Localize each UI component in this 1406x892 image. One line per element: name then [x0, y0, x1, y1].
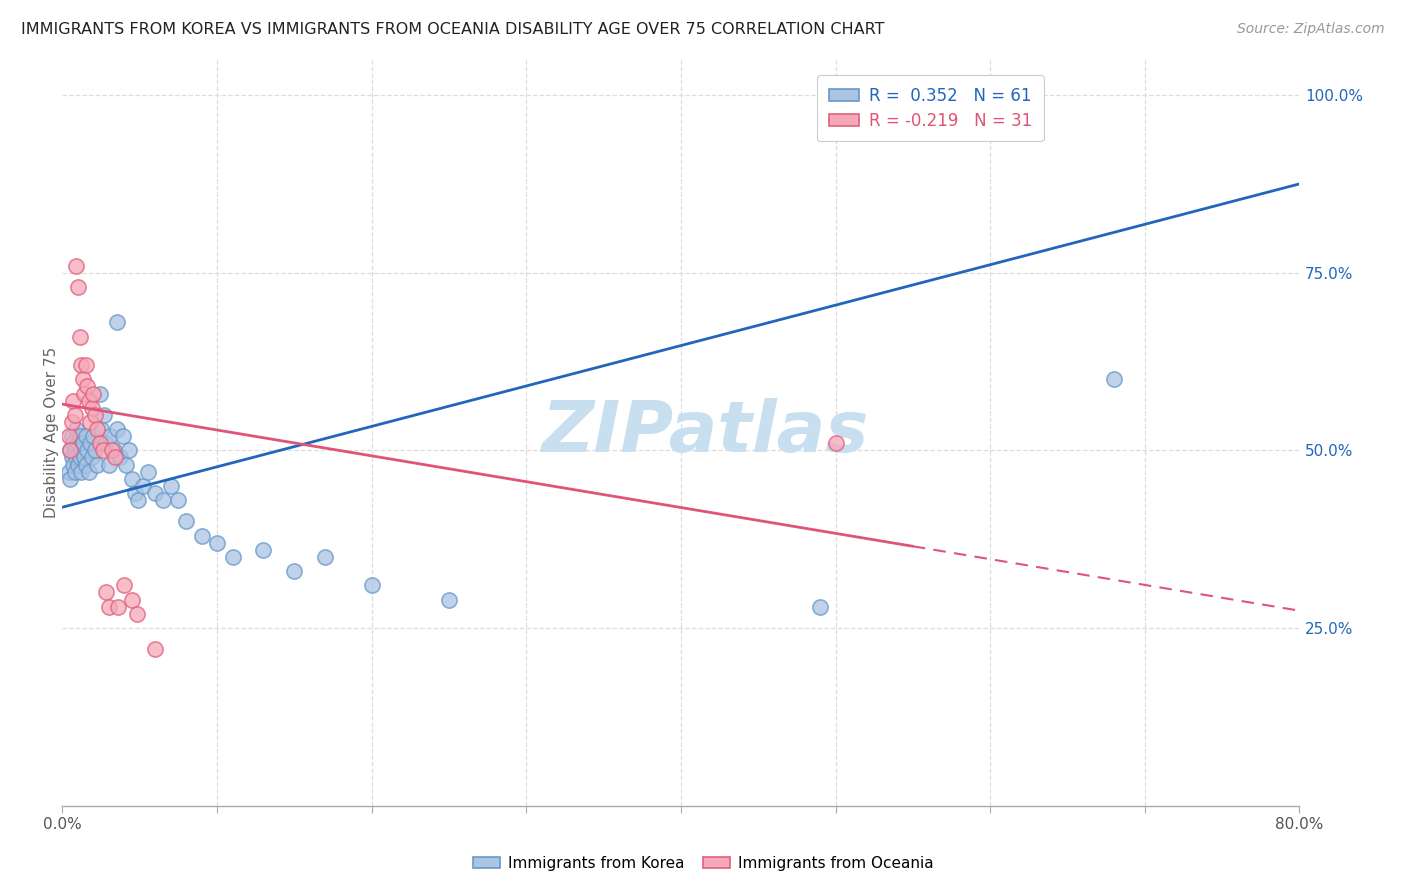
- Point: [75, 429, 97, 443]
- Point: [93, 408, 115, 422]
- Point: [60, 450, 83, 465]
- Point: [75, 358, 97, 372]
- Point: [91, 443, 114, 458]
- Point: [69, 329, 91, 343]
- Point: [205, 535, 228, 549]
- Point: [59, 443, 82, 458]
- Point: [143, 486, 166, 500]
- Point: [111, 429, 134, 443]
- Point: [94, 436, 117, 450]
- Point: [100, 429, 122, 443]
- Point: [190, 528, 212, 542]
- Point: [89, 386, 111, 401]
- Point: [90, 422, 112, 436]
- Point: [159, 479, 181, 493]
- Point: [65, 259, 87, 273]
- Point: [104, 450, 127, 465]
- Point: [125, 607, 148, 621]
- Point: [60, 415, 83, 429]
- Point: [69, 450, 91, 465]
- Point: [62, 436, 84, 450]
- Point: [72, 372, 94, 386]
- Point: [360, 578, 382, 592]
- Point: [437, 592, 460, 607]
- Point: [70, 465, 93, 479]
- Legend: Immigrants from Korea, Immigrants from Oceania: Immigrants from Korea, Immigrants from O…: [467, 850, 939, 877]
- Point: [75, 458, 97, 472]
- Point: [84, 408, 107, 422]
- Text: IMMIGRANTS FROM KOREA VS IMMIGRANTS FROM OCEANIA DISABILITY AGE OVER 75 CORRELAT: IMMIGRANTS FROM KOREA VS IMMIGRANTS FROM…: [21, 22, 884, 37]
- Point: [136, 465, 159, 479]
- Point: [121, 592, 143, 607]
- Point: [1102, 372, 1125, 386]
- Y-axis label: Disability Age Over 75: Disability Age Over 75: [44, 347, 59, 518]
- Point: [252, 542, 274, 557]
- Point: [66, 280, 89, 294]
- Point: [314, 549, 336, 564]
- Point: [80, 401, 103, 415]
- Point: [59, 443, 82, 458]
- Point: [76, 379, 98, 393]
- Point: [60, 429, 83, 443]
- Point: [63, 443, 86, 458]
- Point: [58, 465, 80, 479]
- Point: [66, 436, 89, 450]
- Point: [76, 443, 98, 458]
- Point: [132, 479, 155, 493]
- Point: [79, 415, 101, 429]
- Point: [121, 472, 143, 486]
- Point: [82, 386, 104, 401]
- Point: [105, 422, 128, 436]
- Point: [103, 443, 125, 458]
- Point: [107, 599, 129, 614]
- Point: [221, 549, 243, 564]
- Point: [89, 436, 111, 450]
- Point: [62, 393, 84, 408]
- Point: [65, 450, 87, 465]
- Point: [72, 436, 94, 450]
- Point: [824, 436, 846, 450]
- Point: [69, 429, 91, 443]
- Legend: R =  0.352   N = 61, R = -0.219   N = 31: R = 0.352 N = 61, R = -0.219 N = 31: [817, 76, 1043, 142]
- Point: [143, 642, 166, 657]
- Point: [86, 422, 108, 436]
- Point: [283, 564, 305, 578]
- Point: [127, 493, 149, 508]
- Point: [115, 458, 138, 472]
- Point: [65, 422, 87, 436]
- Point: [82, 429, 104, 443]
- Point: [58, 429, 80, 443]
- Point: [108, 450, 131, 465]
- Point: [70, 358, 93, 372]
- Point: [84, 443, 107, 458]
- Point: [97, 458, 120, 472]
- Point: [73, 386, 96, 401]
- Point: [94, 585, 117, 599]
- Point: [66, 458, 89, 472]
- Point: [77, 465, 100, 479]
- Point: [79, 436, 101, 450]
- Point: [101, 443, 124, 458]
- Text: ZIPatlas: ZIPatlas: [541, 398, 869, 467]
- Point: [152, 493, 174, 508]
- Point: [118, 443, 141, 458]
- Text: Source: ZipAtlas.com: Source: ZipAtlas.com: [1237, 22, 1385, 37]
- Point: [105, 316, 128, 330]
- Point: [59, 472, 82, 486]
- Point: [808, 599, 831, 614]
- Point: [73, 450, 96, 465]
- Point: [167, 493, 190, 508]
- Point: [70, 443, 93, 458]
- Point: [62, 458, 84, 472]
- Point: [174, 515, 197, 529]
- Point: [63, 465, 86, 479]
- Point: [97, 599, 120, 614]
- Point: [77, 393, 100, 408]
- Point: [124, 486, 146, 500]
- Point: [80, 450, 103, 465]
- Point: [63, 408, 86, 422]
- Point: [86, 458, 108, 472]
- Point: [112, 578, 135, 592]
